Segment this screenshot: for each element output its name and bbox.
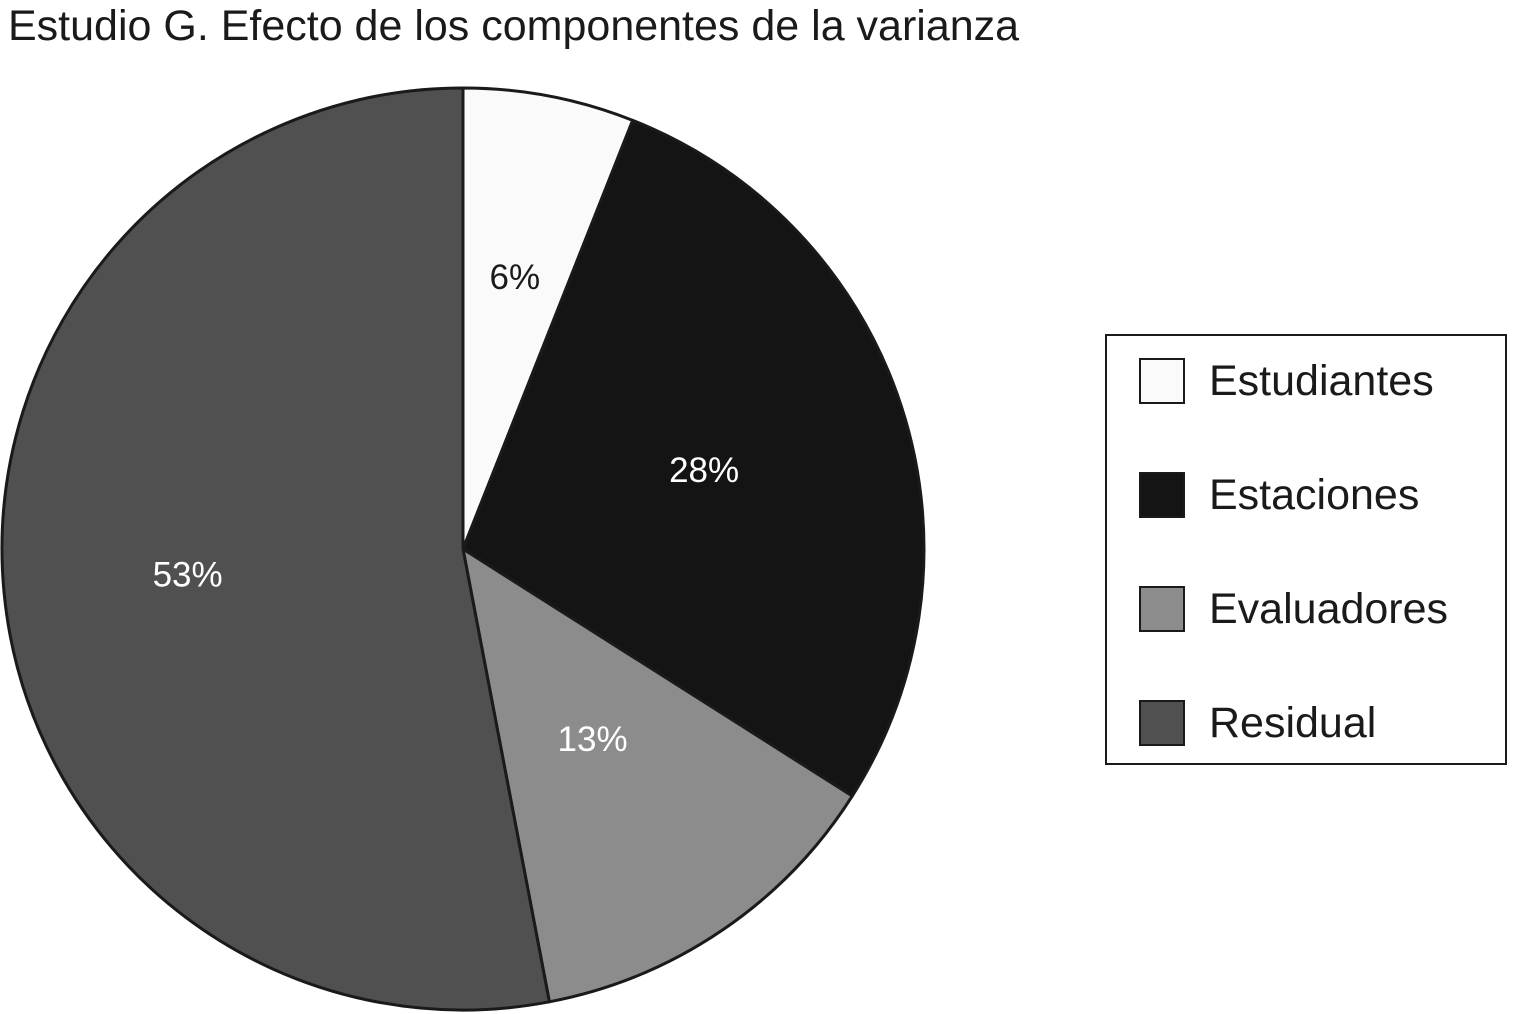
legend-swatch-estudiantes	[1139, 358, 1185, 404]
legend-label-estaciones: Estaciones	[1209, 470, 1420, 519]
slices-layer	[0, 86, 926, 1012]
legend-item-estudiantes: Estudiantes	[1139, 356, 1434, 406]
legend-label-estudiantes: Estudiantes	[1209, 356, 1434, 405]
pie-slice-evaluadores	[461, 547, 854, 1004]
legend-swatch-residual	[1139, 700, 1185, 746]
legend-swatch-estaciones	[1139, 472, 1185, 518]
pie-slice-estaciones	[461, 118, 926, 798]
legend-item-evaluadores: Evaluadores	[1139, 584, 1448, 634]
slice-label-evaluadores: 13%	[558, 720, 628, 759]
slice-label-estaciones: 28%	[669, 451, 739, 490]
legend-label-residual: Residual	[1209, 698, 1377, 747]
legend: Estudiantes Estaciones Evaluadores Residual	[1105, 334, 1507, 765]
labels-layer: 6% 28% 13% 53%	[153, 258, 740, 759]
pie-slice-residual	[0, 86, 551, 1012]
slice-label-estudiantes: 6%	[490, 258, 541, 297]
chart-title: Estudio G. Efecto de los componentes de …	[8, 2, 1020, 50]
legend-item-estaciones: Estaciones	[1139, 470, 1419, 520]
pie-slice-estudiantes	[461, 86, 635, 551]
legend-swatch-evaluadores	[1139, 586, 1185, 632]
slice-label-residual: 53%	[153, 556, 223, 595]
legend-item-residual: Residual	[1139, 698, 1376, 748]
legend-label-evaluadores: Evaluadores	[1209, 584, 1449, 633]
